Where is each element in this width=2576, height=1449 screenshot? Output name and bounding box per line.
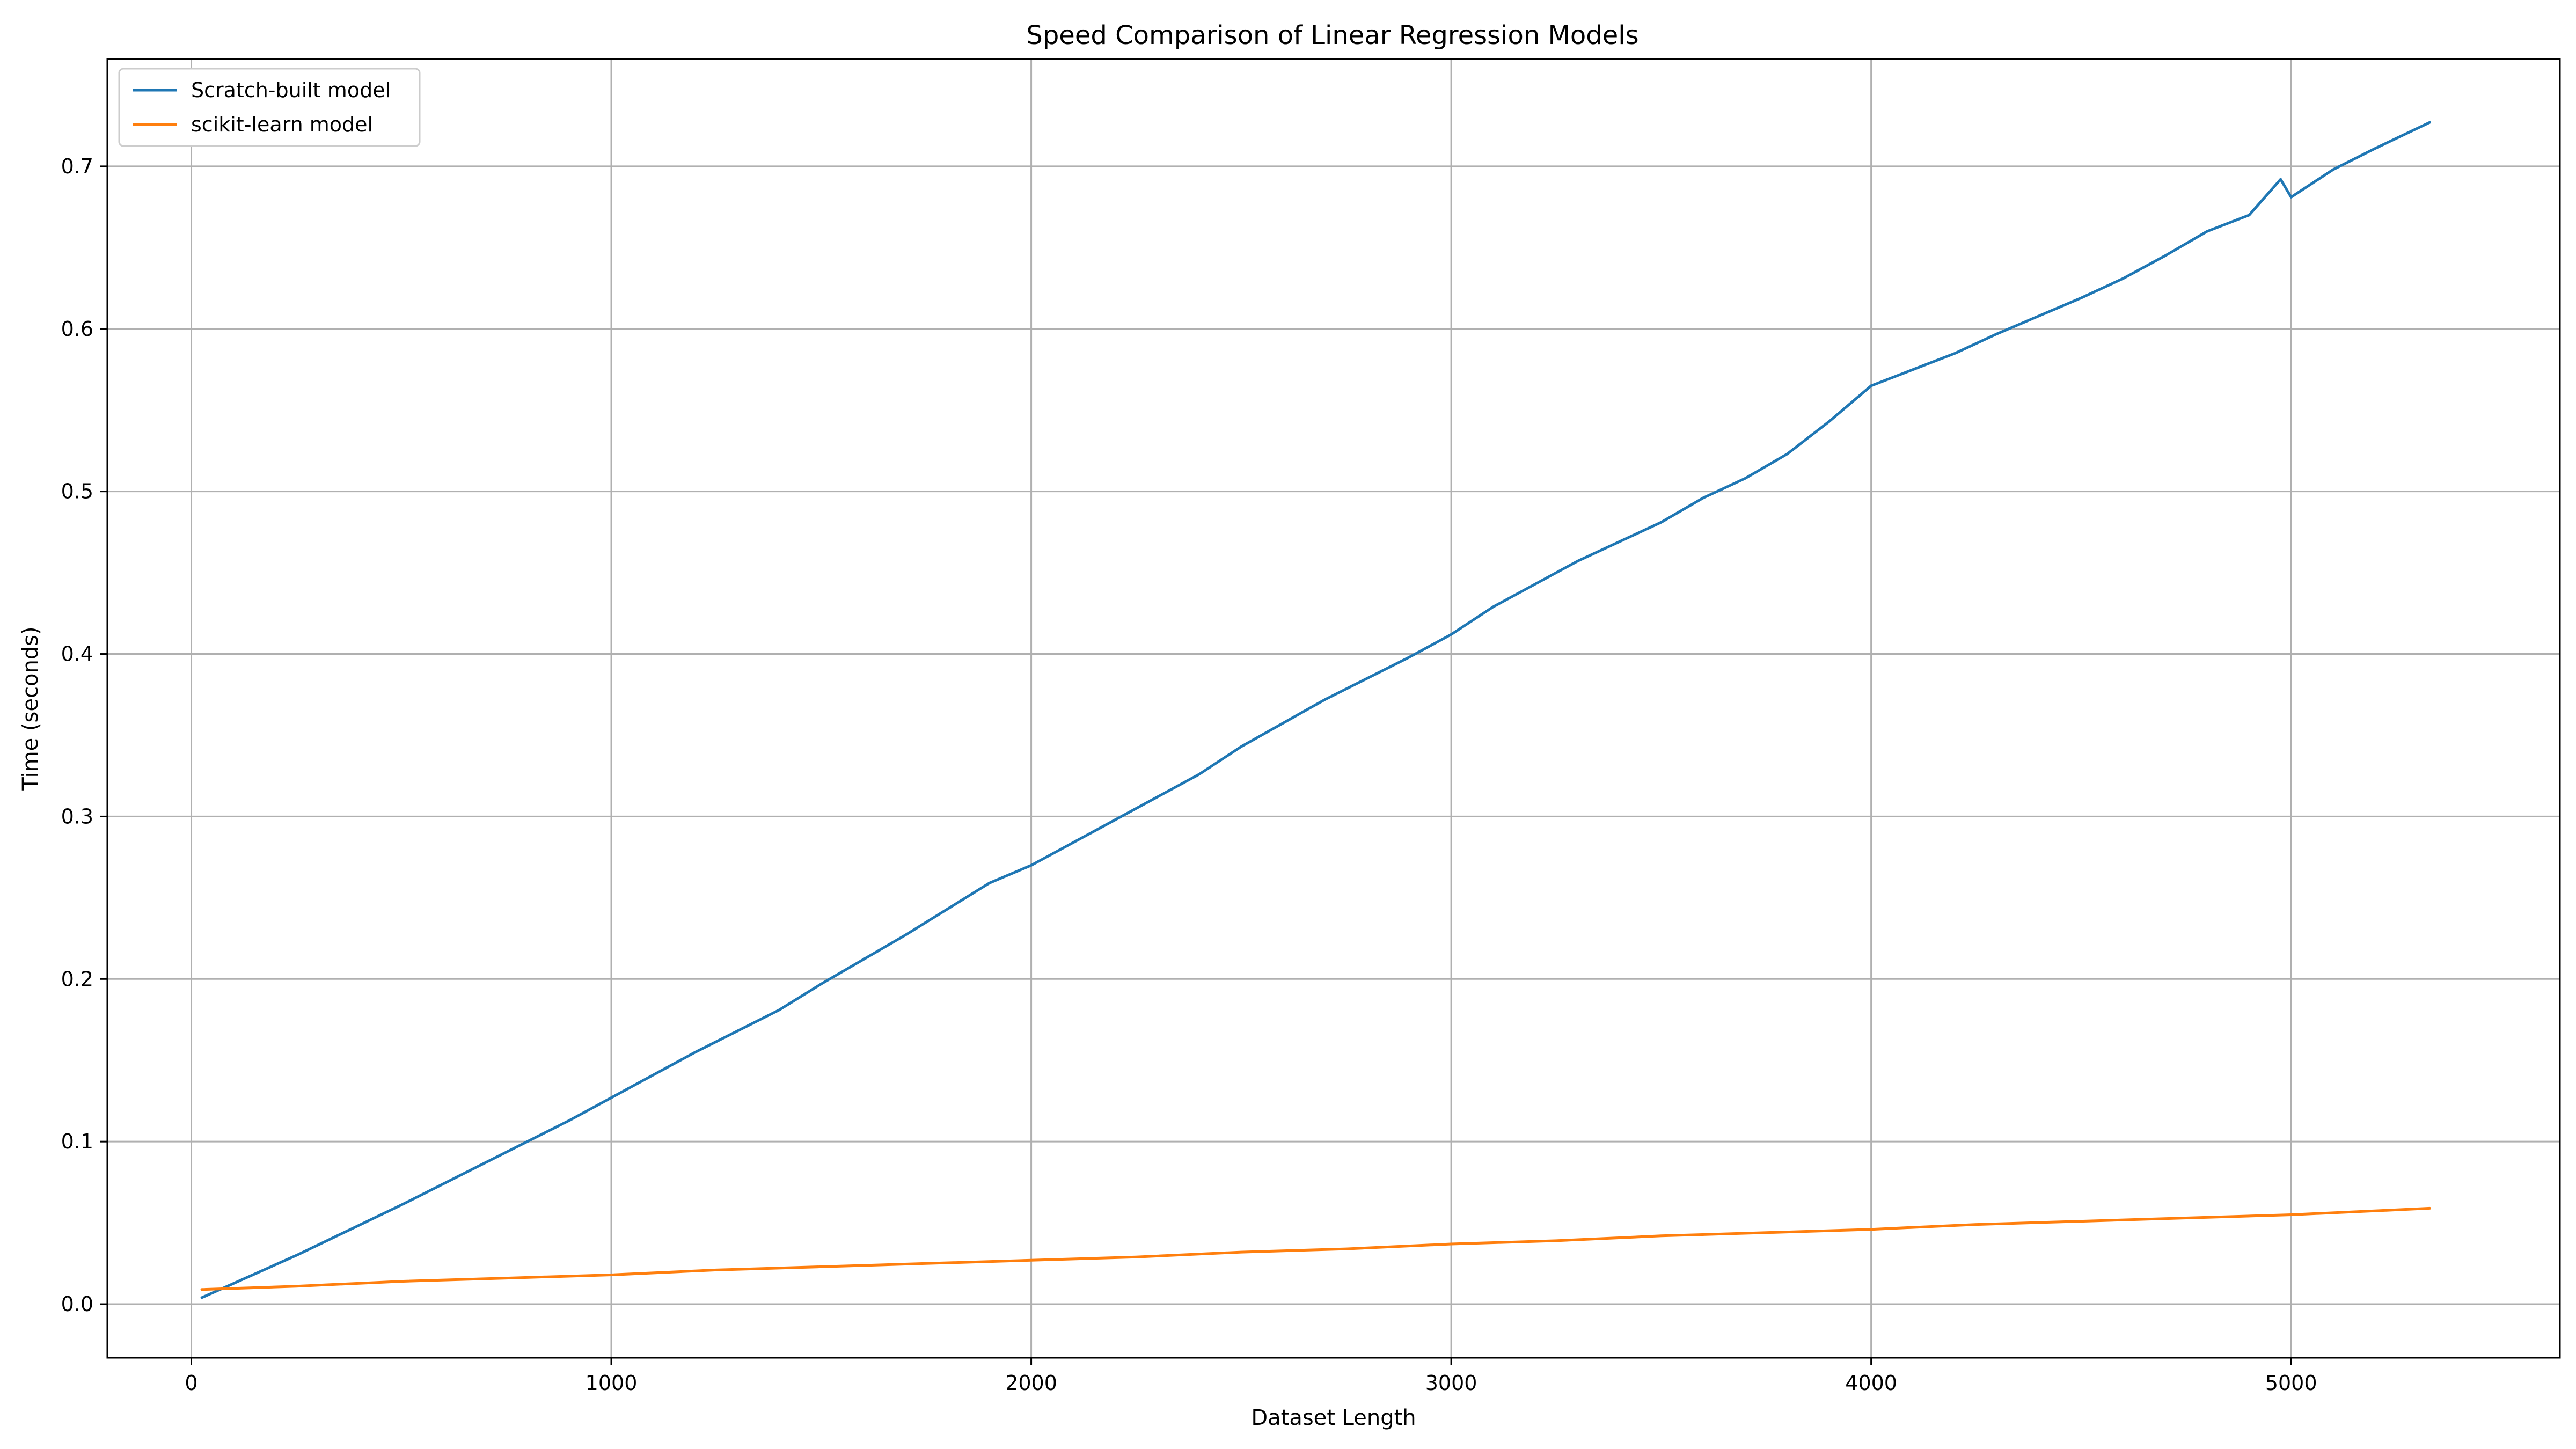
series-lines xyxy=(200,121,2431,1299)
x-tick-label: 1000 xyxy=(586,1371,638,1395)
y-tick-label: 0.4 xyxy=(61,642,93,666)
y-tick-label: 0.3 xyxy=(61,804,93,828)
y-tick-label: 0.7 xyxy=(61,155,93,178)
scratch-built-series-line xyxy=(200,121,2431,1299)
x-axis-label: Dataset Length xyxy=(1251,1406,1416,1430)
legend-label-scratch: Scratch-built model xyxy=(191,78,391,102)
plot-frame xyxy=(106,58,2561,1359)
axis-ticks: 0 1000 2000 3000 4000 5000 0.0 0.1 0.2 0.3 0.4 0.5 0… xyxy=(61,155,2317,1395)
legend: Scratch-built model scikit-learn model xyxy=(118,68,421,147)
y-axis-label: Time (seconds) xyxy=(18,626,43,791)
scikit-learn-series-line xyxy=(200,1206,2431,1291)
legend-label-sklearn: scikit-learn model xyxy=(191,113,373,136)
legend-box xyxy=(118,68,421,147)
y-tick-label: 0.1 xyxy=(61,1130,93,1153)
grid xyxy=(107,59,2560,1358)
x-tick-label: 0 xyxy=(185,1371,197,1395)
x-tick-label: 3000 xyxy=(1425,1371,1477,1395)
x-tick-label: 4000 xyxy=(1845,1371,1897,1395)
y-tick-label: 0.5 xyxy=(61,480,93,503)
x-tick-label: 5000 xyxy=(2265,1371,2317,1395)
y-tick-label: 0.0 xyxy=(61,1292,93,1316)
y-tick-label: 0.2 xyxy=(61,967,93,991)
chart-title: Speed Comparison of Linear Regression Mo… xyxy=(1026,20,1638,50)
y-tick-label: 0.6 xyxy=(61,317,93,341)
x-tick-label: 2000 xyxy=(1005,1371,1057,1395)
